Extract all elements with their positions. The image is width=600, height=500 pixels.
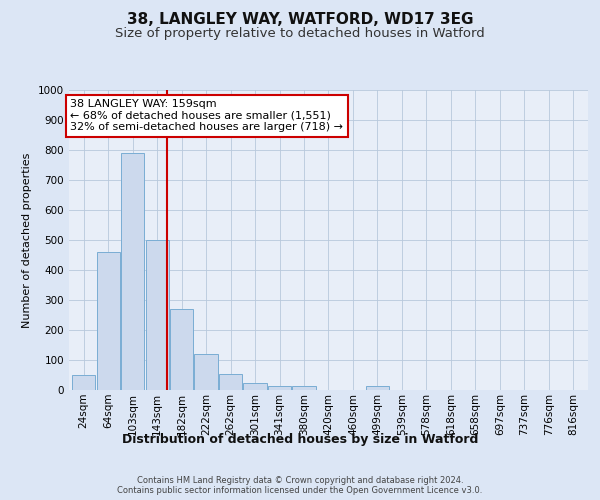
Text: Size of property relative to detached houses in Watford: Size of property relative to detached ho… (115, 28, 485, 40)
Text: 38, LANGLEY WAY, WATFORD, WD17 3EG: 38, LANGLEY WAY, WATFORD, WD17 3EG (127, 12, 473, 28)
Bar (170, 309, 193, 390)
Bar (194, 354, 218, 390)
Bar (146, 240, 169, 390)
Bar (292, 386, 316, 390)
Text: 38 LANGLEY WAY: 159sqm
← 68% of detached houses are smaller (1,551)
32% of semi-: 38 LANGLEY WAY: 159sqm ← 68% of detached… (70, 99, 343, 132)
Bar (219, 374, 242, 390)
Bar (72, 375, 95, 390)
Bar (121, 153, 144, 390)
Y-axis label: Number of detached properties: Number of detached properties (22, 152, 32, 328)
Bar (97, 252, 120, 390)
Bar (366, 386, 389, 390)
Bar (244, 382, 266, 390)
Bar (268, 386, 291, 390)
Text: Contains HM Land Registry data © Crown copyright and database right 2024.
Contai: Contains HM Land Registry data © Crown c… (118, 476, 482, 495)
Text: Distribution of detached houses by size in Watford: Distribution of detached houses by size … (122, 432, 478, 446)
